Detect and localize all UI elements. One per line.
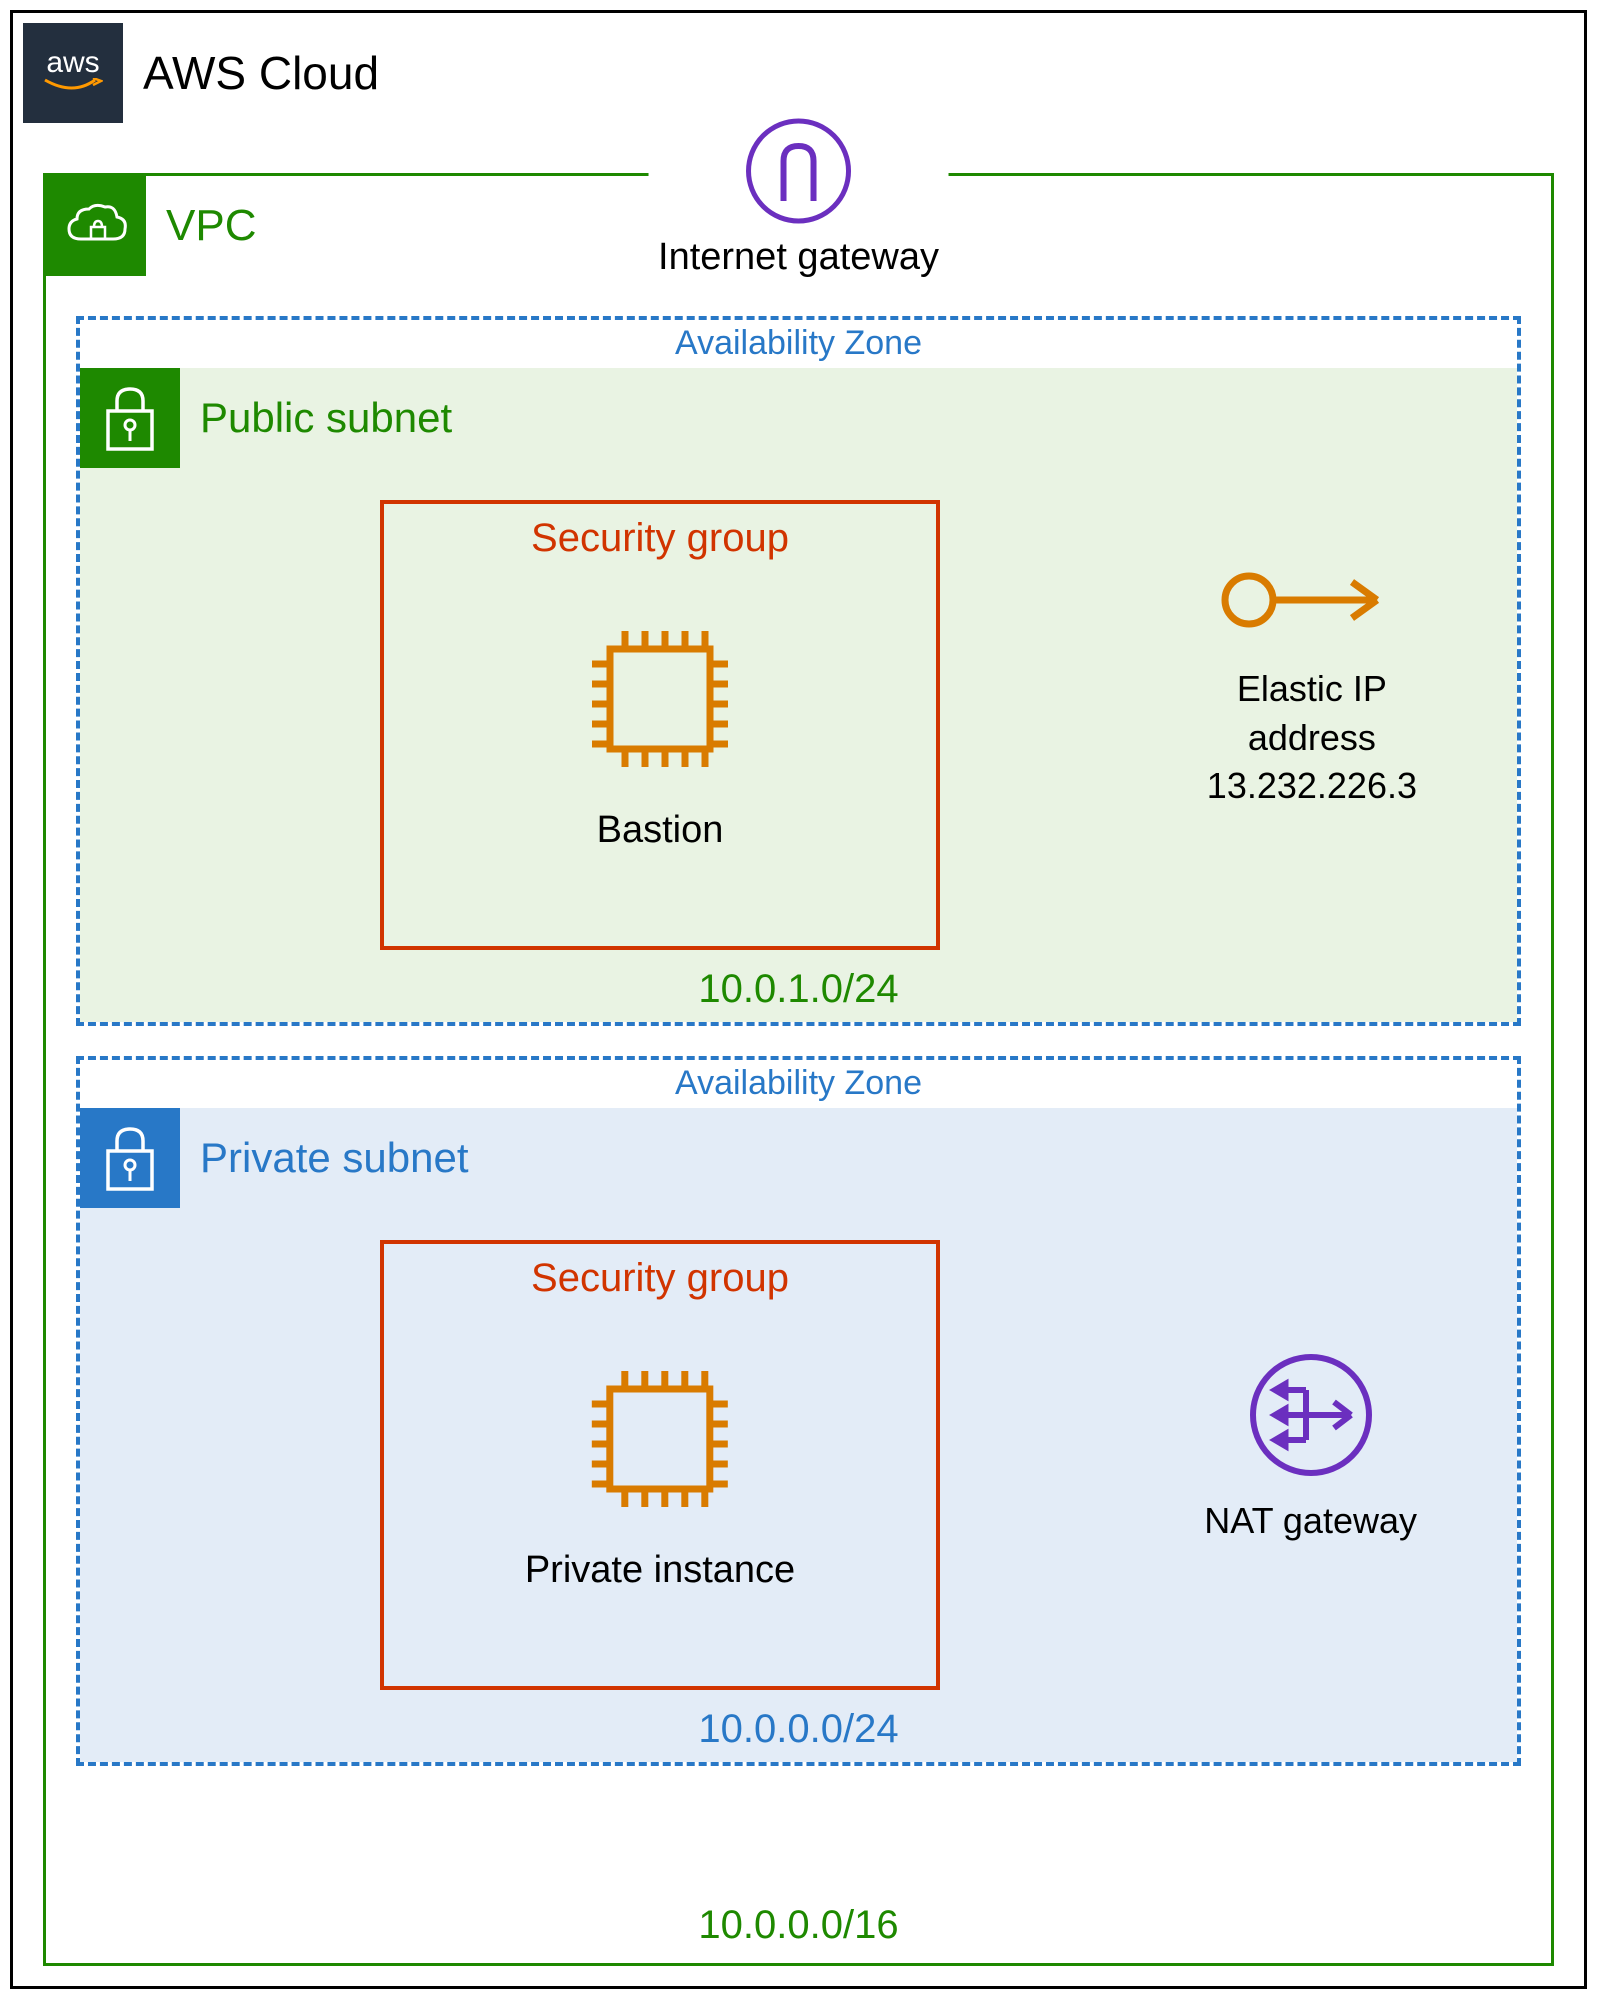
public-subnet-header: Public subnet <box>80 368 452 468</box>
az-label-public: Availability Zone <box>675 324 922 363</box>
vpc-cidr: 10.0.0.0/16 <box>698 1903 898 1948</box>
aws-smile-icon <box>43 78 103 98</box>
bastion-instance: Bastion <box>570 609 750 852</box>
aws-header: aws AWS Cloud <box>23 23 1574 123</box>
public-subnet-lock-icon <box>80 368 180 468</box>
elastic-ip-label: Elastic IP address 13.232.226.3 <box>1207 665 1417 811</box>
aws-cloud-title: AWS Cloud <box>143 46 379 100</box>
eip-address: 13.232.226.3 <box>1207 765 1417 806</box>
nat-gateway-label: NAT gateway <box>1204 1500 1417 1542</box>
internet-gateway-label: Internet gateway <box>658 236 939 279</box>
diagram-canvas: aws AWS Cloud VPC <box>0 0 1597 1999</box>
availability-zone-public: Availability Zone Public subnet Security… <box>76 316 1521 1026</box>
private-subnet-cidr: 10.0.0.0/24 <box>698 1707 898 1752</box>
eip-line2: address <box>1248 717 1376 758</box>
aws-logo-text: aws <box>46 48 99 78</box>
public-subnet-title: Public subnet <box>200 394 452 442</box>
aws-logo-icon: aws <box>23 23 123 123</box>
availability-zone-private: Availability Zone Private subnet Securit… <box>76 1056 1521 1766</box>
vpc-cloud-lock-icon <box>46 176 146 276</box>
internet-gateway-icon <box>744 116 854 226</box>
ec2-instance-icon <box>570 609 750 789</box>
elastic-ip-icon <box>1217 560 1407 640</box>
public-subnet-cidr: 10.0.1.0/24 <box>698 967 898 1012</box>
eip-line1: Elastic IP <box>1237 668 1387 709</box>
az-label-private: Availability Zone <box>675 1064 922 1103</box>
nat-gateway-icon <box>1246 1350 1376 1480</box>
private-sg-title: Security group <box>531 1256 789 1301</box>
vpc-container: VPC Internet gateway Availability Zone <box>43 173 1554 1966</box>
bastion-label: Bastion <box>570 809 750 852</box>
vpc-title: VPC <box>166 201 256 251</box>
private-instance-label: Private instance <box>525 1549 795 1592</box>
nat-gateway: NAT gateway <box>1204 1350 1417 1542</box>
ec2-instance-icon <box>570 1349 750 1529</box>
public-security-group: Security group Bastion <box>380 500 940 950</box>
private-subnet-header: Private subnet <box>80 1108 469 1208</box>
private-subnet-title: Private subnet <box>200 1134 469 1182</box>
private-instance: Private instance <box>525 1349 795 1592</box>
elastic-ip: Elastic IP address 13.232.226.3 <box>1207 560 1417 811</box>
internet-gateway: Internet gateway <box>648 116 949 279</box>
private-subnet-lock-icon <box>80 1108 180 1208</box>
public-sg-title: Security group <box>531 516 789 561</box>
aws-cloud-container: aws AWS Cloud VPC <box>10 10 1587 1989</box>
private-security-group: Security group Private instance <box>380 1240 940 1690</box>
